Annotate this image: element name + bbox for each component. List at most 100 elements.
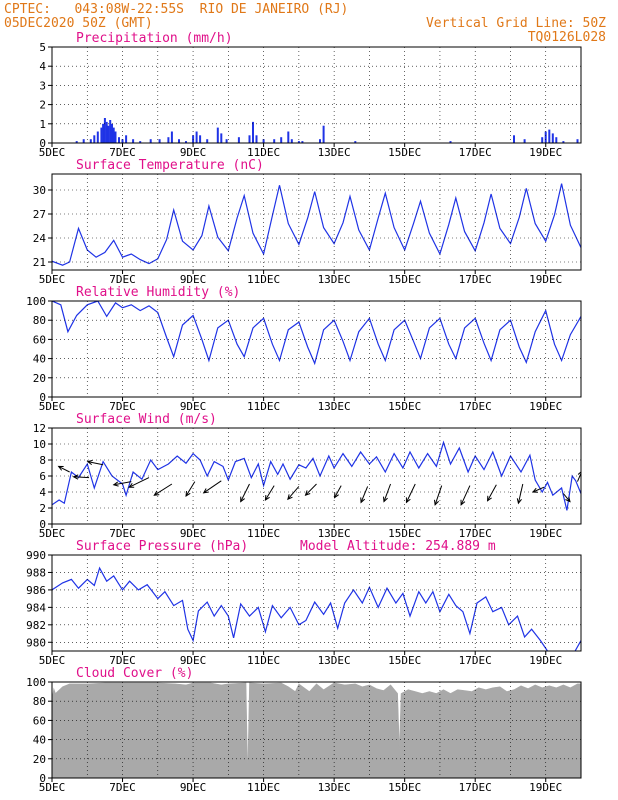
precip-bar xyxy=(544,131,547,143)
precip-frame xyxy=(51,46,582,144)
precip-bar xyxy=(121,139,124,143)
wind-arrow xyxy=(264,485,275,501)
wind-arrow xyxy=(434,485,443,506)
x-tick-label: 15DEC xyxy=(388,781,421,794)
y-tick-label: 0 xyxy=(39,518,46,531)
x-tick-label: 19DEC xyxy=(529,400,562,413)
y-tick-label: 4 xyxy=(39,486,46,499)
precip-bar xyxy=(541,137,544,143)
temp-series-line xyxy=(52,183,581,266)
temperature-panel: 21 24 27 30 5DEC 7DEC 9DEC 11DEC 13DEC 15DEC 17DEC… xyxy=(33,173,582,286)
precip-bar xyxy=(280,137,283,143)
cloud-cover-area xyxy=(52,682,581,778)
x-tick-label: 15DEC xyxy=(388,654,421,667)
x-tick-label: 17DEC xyxy=(459,781,492,794)
precip-bar xyxy=(96,131,99,143)
wind-arrow xyxy=(128,477,150,488)
precip-bar xyxy=(199,135,202,143)
precip-bar xyxy=(132,139,135,143)
x-tick-label: 13DEC xyxy=(318,781,351,794)
temp-title: Surface Temperature (nC) xyxy=(76,158,264,173)
x-tick-label: 9DEC xyxy=(180,273,207,286)
y-tick-label: 100 xyxy=(26,295,46,308)
x-tick-label: 13DEC xyxy=(318,146,351,159)
x-tick-label: 11DEC xyxy=(247,273,280,286)
x-tick-label: 11DEC xyxy=(247,527,280,540)
precip-bar xyxy=(301,141,304,143)
precip-bar xyxy=(322,125,325,143)
precip-bar xyxy=(149,139,152,143)
precip-bar xyxy=(206,139,209,143)
x-tick-label: 15DEC xyxy=(388,273,421,286)
x-tick-label: 5DEC xyxy=(39,527,66,540)
precip-bar xyxy=(216,127,219,143)
pressure-panel: 980 982 984 986 988 990 5DEC 7DEC 9DEC 11DEC 13DEC… xyxy=(26,549,582,667)
y-tick-label: 982 xyxy=(26,619,46,632)
x-tick-label: 17DEC xyxy=(459,146,492,159)
x-tick-label: 13DEC xyxy=(318,527,351,540)
y-tick-label: 80 xyxy=(33,314,46,327)
pres-title: Surface Pressure (hPa) xyxy=(76,539,248,554)
x-tick-label: 7DEC xyxy=(109,781,136,794)
temp-frame xyxy=(51,173,582,271)
y-tick-label: 2 xyxy=(39,502,46,515)
precip-bar xyxy=(255,135,258,143)
x-tick-label: 9DEC xyxy=(180,527,207,540)
y-tick-label: 12 xyxy=(33,422,46,435)
precip-bar xyxy=(548,129,551,143)
x-tick-label: 5DEC xyxy=(39,781,66,794)
wind-arrow xyxy=(334,485,342,499)
wind-panel: 0 2 4 6 8 10 12 5DEC 7DEC 9DEC 11DEC 13DEC 15DEC 17DE… xyxy=(33,422,582,540)
x-tick-label: 11DEC xyxy=(247,146,280,159)
precip-bar xyxy=(103,118,106,143)
y-tick-label: 40 xyxy=(33,353,46,366)
wind-arrow xyxy=(405,483,416,504)
y-tick-label: 8 xyxy=(39,454,46,467)
wind-arrow xyxy=(72,474,90,480)
precip-bar xyxy=(89,139,92,143)
y-tick-label: 4 xyxy=(39,60,46,73)
precip-bar xyxy=(248,135,251,143)
header: CPTEC: 043:08W-22:55S RIO DE JANEIRO (RJ… xyxy=(4,2,606,45)
wind-arrow xyxy=(577,471,581,482)
wind-arrow xyxy=(516,483,524,505)
x-tick-label: 9DEC xyxy=(180,146,207,159)
pres-model-altitude: Model Altitude: 254.889 m xyxy=(300,539,496,554)
header-model-id: TQ0126L028 xyxy=(528,30,606,45)
precip-bar xyxy=(102,123,105,143)
x-tick-label: 13DEC xyxy=(318,400,351,413)
cloud-frame xyxy=(51,681,582,779)
precip-bar xyxy=(125,135,128,143)
header-grid-line: Vertical Grid Line: 50Z xyxy=(426,16,606,31)
precip-bar xyxy=(290,139,293,143)
x-tick-label: 19DEC xyxy=(529,781,562,794)
y-tick-label: 5 xyxy=(39,41,46,54)
precip-bar xyxy=(105,121,108,143)
y-tick-label: 2 xyxy=(39,99,46,112)
y-tick-label: 0 xyxy=(39,391,46,404)
y-tick-label: 40 xyxy=(33,734,46,747)
precip-bar xyxy=(82,139,85,143)
wind-arrow xyxy=(360,486,369,504)
x-tick-label: 17DEC xyxy=(459,654,492,667)
y-tick-label: 1 xyxy=(39,118,46,131)
precip-bar xyxy=(225,139,228,143)
wind-arrow xyxy=(383,483,392,503)
y-tick-label: 988 xyxy=(26,566,46,579)
precip-bar xyxy=(287,131,290,143)
y-tick-label: 980 xyxy=(26,636,46,649)
wind-arrow xyxy=(240,483,250,503)
wind-title: Surface Wind (m/s) xyxy=(76,412,217,427)
x-tick-label: 5DEC xyxy=(39,273,66,286)
precip-bar xyxy=(551,133,554,143)
precip-bar xyxy=(297,141,300,143)
precip-bar xyxy=(220,133,223,143)
precip-bar xyxy=(523,139,526,143)
x-tick-label: 7DEC xyxy=(109,146,136,159)
wind-arrow xyxy=(86,459,104,466)
wind-series-line xyxy=(52,440,581,511)
y-tick-label: 10 xyxy=(33,438,46,451)
precip-bar xyxy=(562,141,565,143)
y-tick-label: 3 xyxy=(39,79,46,92)
pres-data-layer xyxy=(52,566,581,651)
